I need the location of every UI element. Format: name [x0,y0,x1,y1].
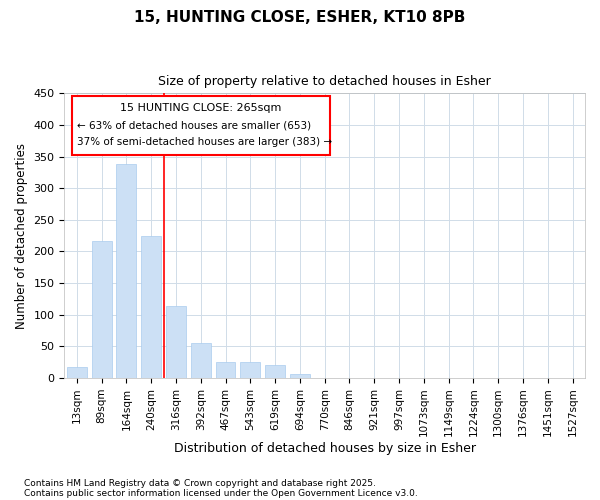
Text: 15 HUNTING CLOSE: 265sqm: 15 HUNTING CLOSE: 265sqm [121,104,282,114]
Bar [166,306,186,378]
Bar [92,240,112,378]
Y-axis label: Number of detached properties: Number of detached properties [15,142,28,328]
Bar [191,343,211,378]
Bar [215,362,235,378]
FancyBboxPatch shape [72,96,330,154]
Bar [141,236,161,378]
Text: 37% of semi-detached houses are larger (383) →: 37% of semi-detached houses are larger (… [77,138,332,147]
X-axis label: Distribution of detached houses by size in Esher: Distribution of detached houses by size … [174,442,476,455]
Bar [265,366,285,378]
Bar [241,362,260,378]
Title: Size of property relative to detached houses in Esher: Size of property relative to detached ho… [158,75,491,88]
Bar [116,164,136,378]
Text: Contains public sector information licensed under the Open Government Licence v3: Contains public sector information licen… [24,488,418,498]
Bar [290,374,310,378]
Text: ← 63% of detached houses are smaller (653): ← 63% of detached houses are smaller (65… [77,120,311,130]
Bar [67,367,87,378]
Text: 15, HUNTING CLOSE, ESHER, KT10 8PB: 15, HUNTING CLOSE, ESHER, KT10 8PB [134,10,466,25]
Text: Contains HM Land Registry data © Crown copyright and database right 2025.: Contains HM Land Registry data © Crown c… [24,478,376,488]
